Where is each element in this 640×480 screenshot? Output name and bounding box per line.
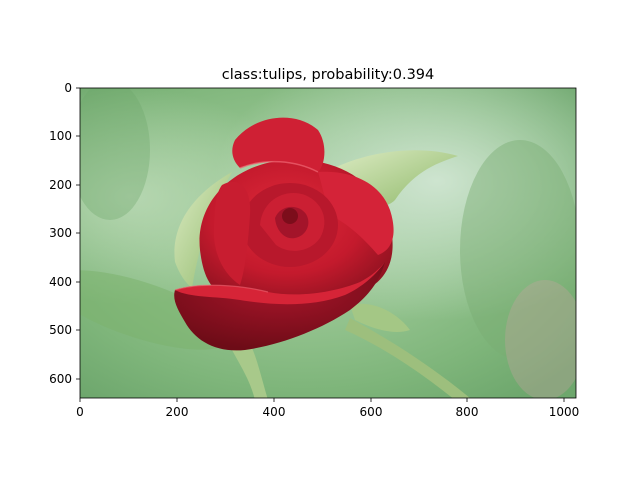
figure-title: class:tulips, probability:0.394 [222, 67, 435, 83]
rose-photo [80, 88, 576, 398]
y-tick-label: 300 [49, 226, 72, 240]
y-tick-label: 600 [49, 372, 72, 386]
y-axis: 0 100 200 300 400 500 600 [49, 81, 80, 386]
x-tick-label: 0 [76, 405, 84, 419]
x-axis: 0 200 400 600 800 1000 [76, 398, 579, 419]
y-tick-label: 500 [49, 323, 72, 337]
x-tick-label: 1000 [549, 405, 580, 419]
x-tick-label: 200 [166, 405, 189, 419]
axes-frame [79, 87, 577, 399]
y-tick-label: 0 [64, 81, 72, 95]
x-tick-label: 800 [456, 405, 479, 419]
y-tick-label: 400 [49, 275, 72, 289]
x-tick-label: 600 [360, 405, 383, 419]
y-tick-label: 200 [49, 178, 72, 192]
y-tick-label: 100 [49, 129, 72, 143]
x-tick-label: 400 [263, 405, 286, 419]
